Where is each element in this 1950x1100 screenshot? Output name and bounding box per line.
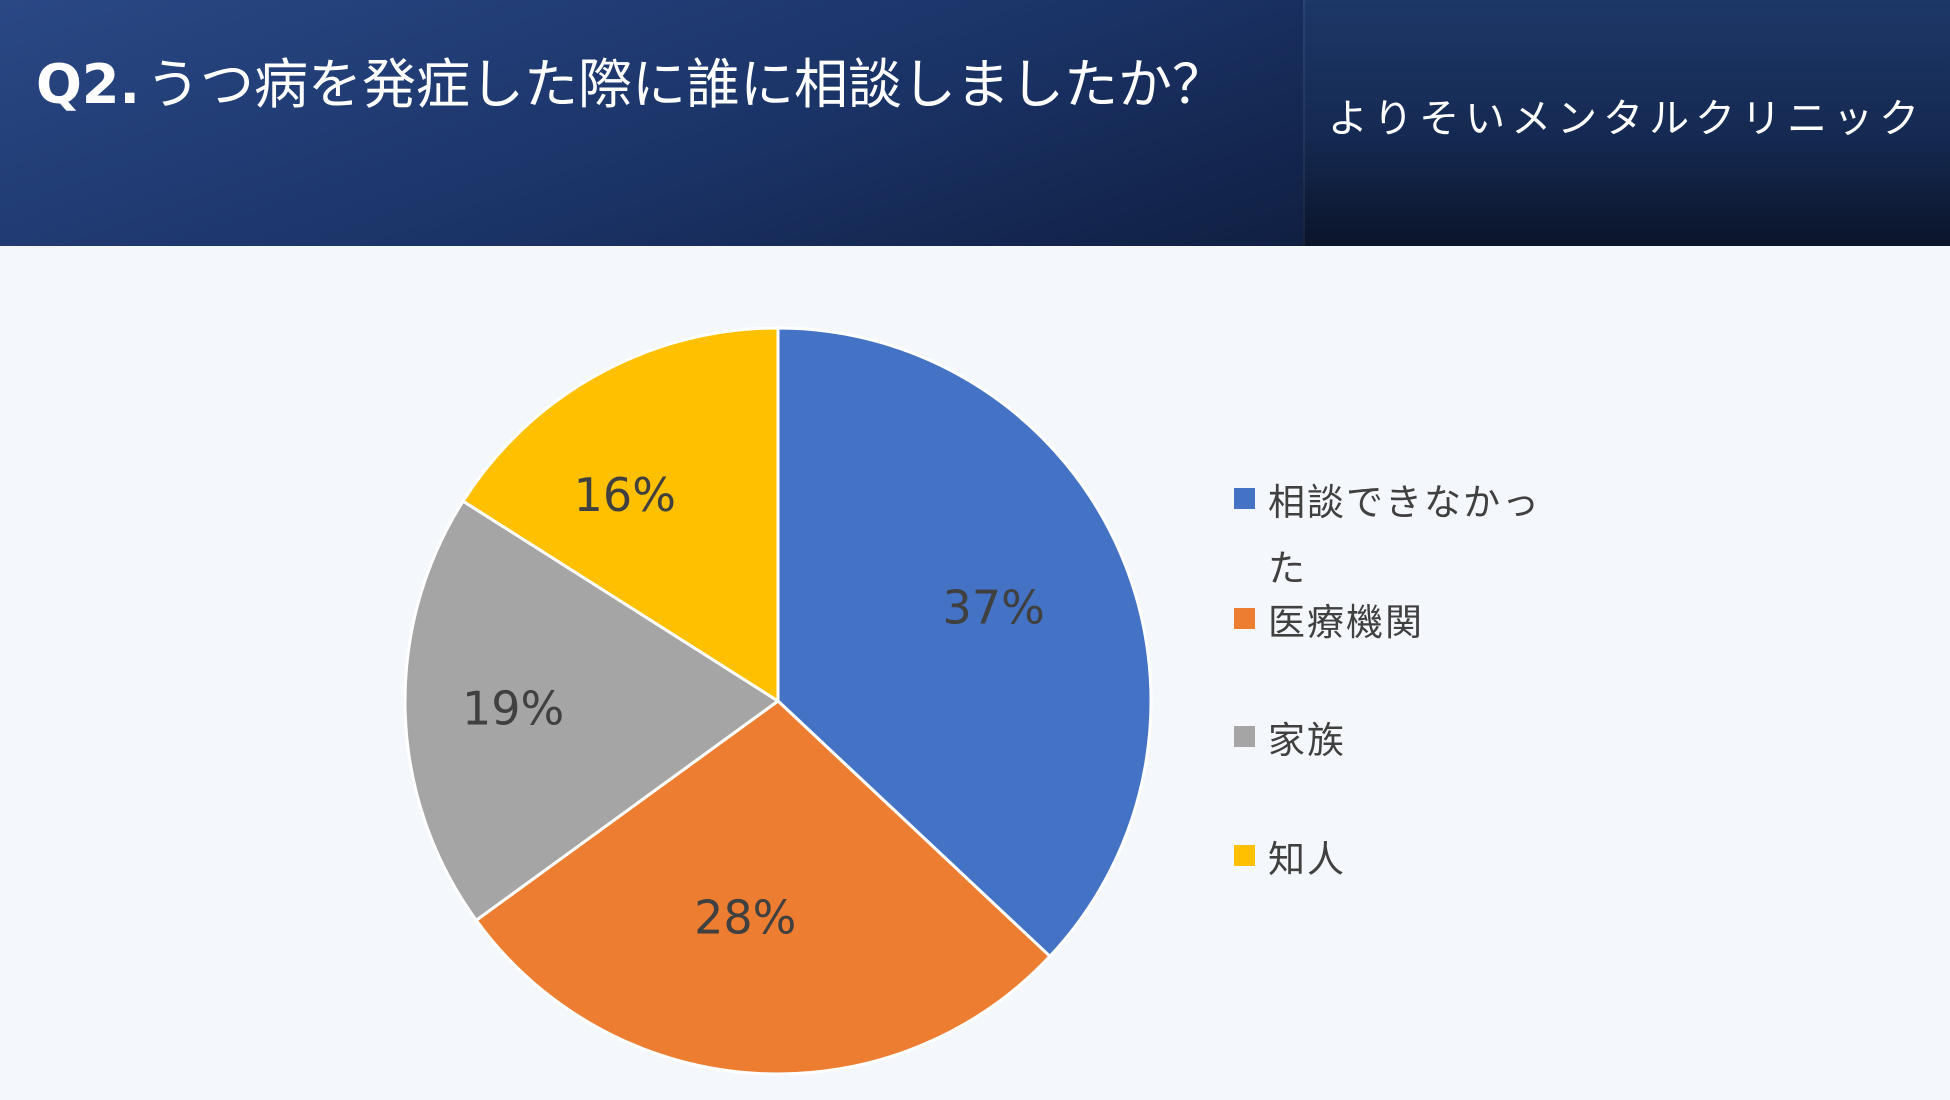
pie-chart: 37% 28% 19% 16% [403, 326, 1153, 1076]
legend-label: 知人 [1268, 838, 1346, 881]
question-text: うつ病を発症した際に誰に相談しましたか？ [146, 53, 1226, 116]
page-title: Q2. うつ病を発症した際に誰に相談しましたか？ [36, 54, 1266, 116]
legend-swatch [1234, 726, 1255, 747]
pie-slice-2 [474, 699, 1052, 1076]
data-label-3: 19% [462, 681, 564, 735]
pie-slice-4 [461, 326, 780, 703]
legend-swatch [1234, 488, 1255, 509]
data-label-4: 16% [574, 468, 676, 522]
data-label-1: 37% [943, 581, 1045, 635]
header-banner: Q2. うつ病を発症した際に誰に相談しましたか？ よりそいメンタルクリニック [0, 0, 1950, 246]
header-clinic-panel [1303, 0, 1950, 246]
legend-label: 相談できなかった [1268, 481, 1541, 590]
pie-slice-3 [403, 499, 780, 922]
question-number: Q2. [36, 53, 140, 116]
header-title-panel [0, 0, 1303, 246]
legend-swatch [1234, 608, 1255, 629]
legend-label: 家族 [1268, 719, 1346, 762]
clinic-name: よりそいメンタルクリニック [1327, 96, 1926, 142]
legend-swatch [1234, 845, 1255, 866]
legend-label: 医療機関 [1268, 601, 1424, 644]
pie-slice-1 [776, 326, 1153, 958]
data-label-2: 28% [694, 891, 796, 945]
